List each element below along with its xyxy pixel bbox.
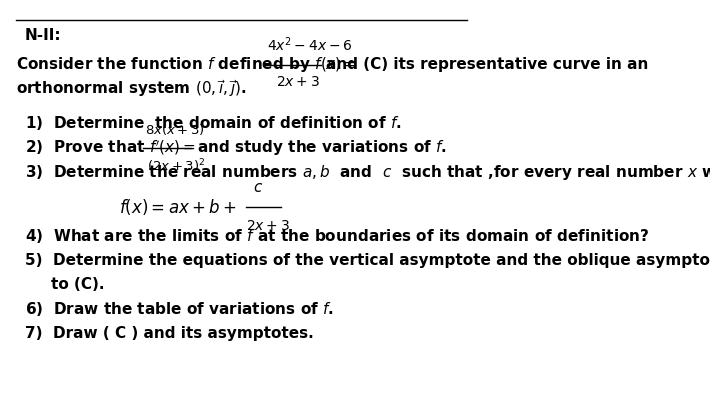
Text: orthonormal system $(0,\vec{\imath},\vec{\jmath})$.: orthonormal system $(0,\vec{\imath},\vec… bbox=[16, 78, 246, 99]
Text: and study the variations of $f$.: and study the variations of $f$. bbox=[197, 138, 447, 157]
Text: $c$: $c$ bbox=[253, 180, 263, 195]
Text: and (C) its representative curve in an: and (C) its representative curve in an bbox=[326, 57, 648, 72]
Text: to (C).: to (C). bbox=[51, 277, 104, 292]
Text: Consider the function $\mathit{f}$ defined by $f(x)=$: Consider the function $\mathit{f}$ defin… bbox=[16, 55, 356, 74]
Text: 3)  Determine the real numbers $a, b$  and  $c$  such that ,for every real numbe: 3) Determine the real numbers $a, b$ and… bbox=[25, 162, 710, 182]
Text: $2x+3$: $2x+3$ bbox=[275, 74, 320, 88]
Text: 7)  Draw ( C ) and its asymptotes.: 7) Draw ( C ) and its asymptotes. bbox=[25, 326, 314, 341]
Text: $2x+3$: $2x+3$ bbox=[246, 219, 290, 233]
Text: $4x^2-4x-6$: $4x^2-4x-6$ bbox=[267, 36, 353, 54]
Text: 4)  What are the limits of $f$ at the boundaries of its domain of definition?: 4) What are the limits of $f$ at the bou… bbox=[25, 227, 650, 245]
Text: $(2x+3)^2$: $(2x+3)^2$ bbox=[147, 158, 206, 175]
Text: 5)  Determine the equations of the vertical asymptote and the oblique asymptote: 5) Determine the equations of the vertic… bbox=[25, 253, 710, 268]
Text: 6)  Draw the table of variations of $f$.: 6) Draw the table of variations of $f$. bbox=[25, 300, 334, 318]
Text: $f(x) = ax + b +$: $f(x) = ax + b +$ bbox=[119, 197, 236, 216]
Text: 2)  Prove that $f'(x)=$: 2) Prove that $f'(x)=$ bbox=[25, 138, 196, 157]
Text: $8x(x+3)$: $8x(x+3)$ bbox=[145, 122, 205, 137]
Text: 1)  Determine  the domain of definition of $f$.: 1) Determine the domain of definition of… bbox=[25, 114, 402, 132]
Text: N-II:: N-II: bbox=[25, 28, 62, 43]
